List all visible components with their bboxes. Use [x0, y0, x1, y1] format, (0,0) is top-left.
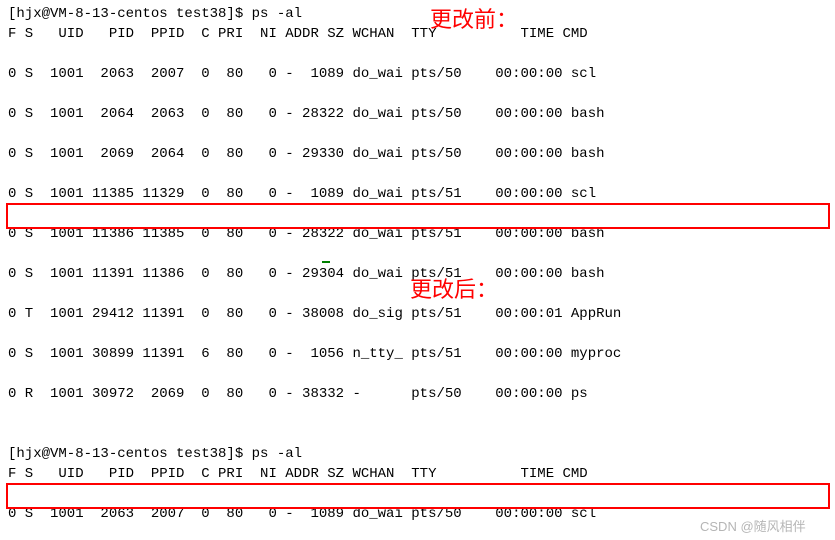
ps-row: 0 S 1001 11386 11385 0 80 0 - 28322 do_w…	[8, 224, 827, 244]
ps-header-row: F S UID PID PPID C PRI NI ADDR SZ WCHAN …	[8, 24, 827, 44]
ps-row: 0 S 1001 2064 2063 0 80 0 - 28322 do_wai…	[8, 104, 827, 124]
shell-prompt: [hjx@VM-8-13-centos test38]$ ps -al	[8, 6, 302, 22]
ps-row: 0 S 1001 2063 2007 0 80 0 - 1089 do_wai …	[8, 64, 827, 84]
label-before-change: 更改前：	[430, 2, 518, 34]
ps-row: 0 T 1001 29412 11391 0 80 0 - 38008 do_s…	[8, 304, 827, 324]
shell-prompt: [hjx@VM-8-13-centos test38]$ ps -al	[8, 446, 302, 462]
ps-row: 0 R 1001 30972 2069 0 80 0 - 38332 - pts…	[8, 384, 827, 404]
ps-row: 0 S 1001 30899 11391 6 80 0 - 1056 n_tty…	[8, 344, 827, 364]
command-text: ps -al	[252, 446, 302, 462]
ps-row: 0 S 1001 2069 2064 0 80 0 - 29330 do_wai…	[8, 144, 827, 164]
label-after-change: 更改后：	[410, 272, 498, 304]
ps-header-row: F S UID PID PPID C PRI NI ADDR SZ WCHAN …	[8, 464, 827, 484]
terminal-output: [hjx@VM-8-13-centos test38]$ ps -al F S …	[0, 0, 835, 540]
prompt-text: [hjx@VM-8-13-centos test38]$	[8, 446, 252, 462]
cursor-mark-icon	[322, 261, 330, 263]
ps-row: 0 S 1001 11385 11329 0 80 0 - 1089 do_wa…	[8, 184, 827, 204]
watermark-text: CSDN @随风相伴	[700, 516, 806, 535]
prompt-text: [hjx@VM-8-13-centos test38]$	[8, 6, 252, 22]
command-text: ps -al	[252, 6, 302, 22]
